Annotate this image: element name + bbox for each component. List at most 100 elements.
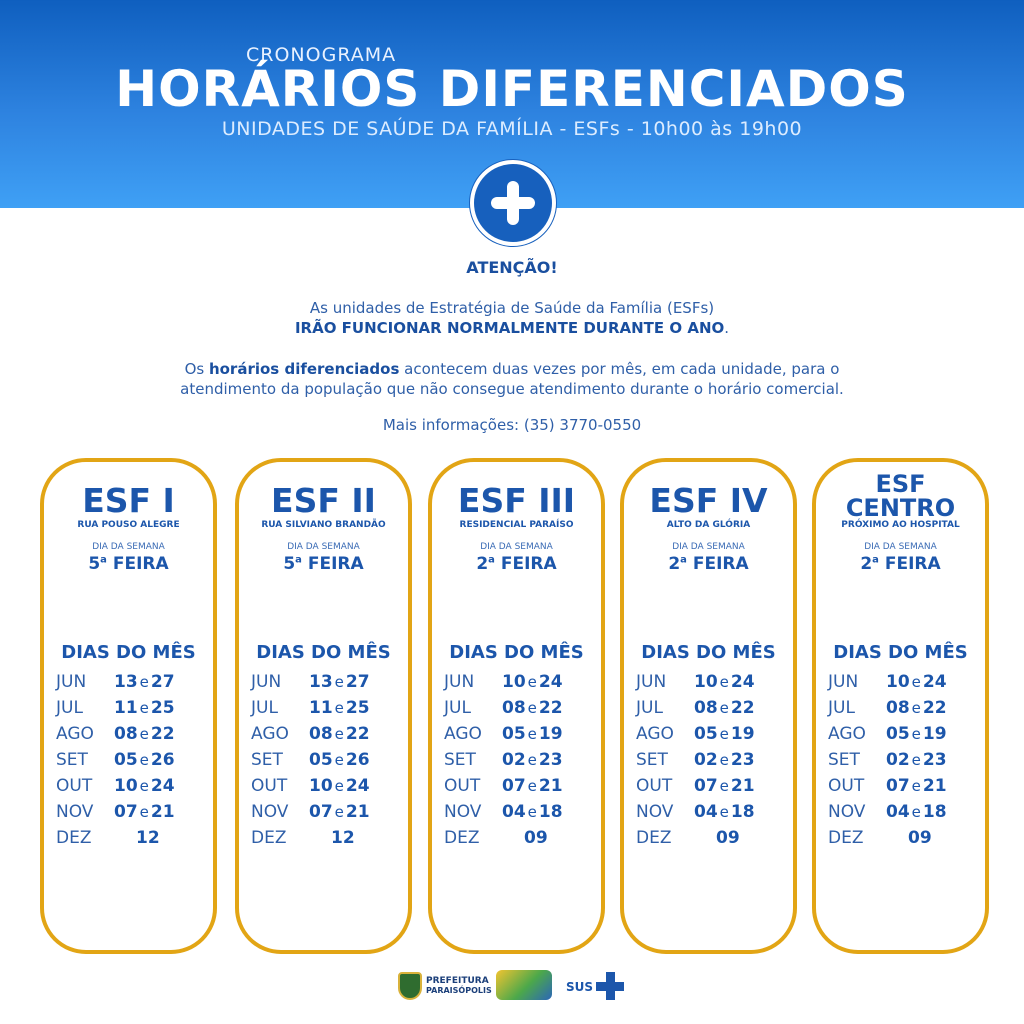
and-label: e	[911, 673, 921, 691]
day-a: 11	[114, 698, 138, 718]
month-label: JUL	[56, 698, 83, 718]
day-b: 22	[730, 698, 755, 718]
month-row: OUT 07 e 21	[444, 774, 594, 800]
month-row: SET 02 e 23	[828, 748, 978, 774]
month-days: 07 e 21	[886, 776, 981, 796]
card-title: ESF CENTRO	[816, 472, 985, 520]
month-label: SET	[828, 750, 860, 770]
card-address: RUA POUSO ALEGRE	[77, 520, 180, 530]
month-label: DEZ	[56, 828, 92, 848]
month-days: 10 e 24	[694, 672, 789, 692]
month-label: DEZ	[251, 828, 287, 848]
month-days: 08 e 22	[694, 698, 789, 718]
month-row: JUN 10 e 24	[444, 670, 594, 696]
month-label: AGO	[444, 724, 482, 744]
card-address: ALTO DA GLÓRIA	[666, 520, 751, 530]
month-days: 02 e 23	[886, 750, 981, 770]
day-a: 09	[716, 828, 740, 848]
sus-label: SUS	[566, 980, 594, 994]
and-label: e	[139, 725, 149, 743]
weekday-sup: a	[295, 554, 302, 566]
and-label: e	[527, 673, 537, 691]
month-days: 11 e 25	[309, 698, 404, 718]
notice-line2-bold: IRÃO FUNCIONAR NORMALMENTE DURANTE O ANO	[294, 319, 725, 337]
day-a: 09	[908, 828, 932, 848]
month-label: JUN	[56, 672, 87, 692]
month-row: NOV 04 e 18	[636, 800, 786, 826]
month-label: JUL	[828, 698, 855, 718]
month-label: JUL	[444, 698, 471, 718]
day-a: 10	[886, 672, 910, 692]
day-b: 23	[538, 750, 563, 770]
month-days: 04 e 18	[502, 802, 597, 822]
esf-card: ESF II RUA SILVIANO BRANDÃO DIA DA SEMANA 5…	[235, 458, 412, 954]
month-row: AGO 08 e 22	[56, 722, 206, 748]
month-days: 13 e 27	[309, 672, 404, 692]
month-days: 04 e 18	[694, 802, 789, 822]
day-a: 05	[502, 724, 526, 744]
and-label: e	[527, 777, 537, 795]
day-b: 21	[730, 776, 755, 796]
month-label: NOV	[828, 802, 866, 822]
month-row: NOV 07 e 21	[56, 800, 206, 826]
day-b: 24	[150, 776, 175, 796]
month-days: 07 e 21	[309, 802, 404, 822]
month-row: OUT 10 e 24	[251, 774, 401, 800]
esf-card: ESF I RUA POUSO ALEGRE DIA DA SEMANA 5a FEI…	[40, 458, 217, 954]
weekday-num: 2	[476, 554, 489, 574]
and-label: e	[719, 777, 729, 795]
day-a: 02	[694, 750, 718, 770]
weekday-num: 5	[283, 554, 296, 574]
feira-label: FEIRA	[112, 554, 169, 574]
month-days: 11 e 25	[114, 698, 209, 718]
header-kicker: CRONOGRAMA	[246, 44, 397, 66]
month-days: 04 e 18	[886, 802, 981, 822]
month-label: DEZ	[636, 828, 672, 848]
month-days-heading: DIAS DO MÊS	[61, 642, 196, 663]
day-a: 09	[524, 828, 548, 848]
month-row: SET 02 e 23	[636, 748, 786, 774]
day-a: 04	[502, 802, 526, 822]
and-label: e	[139, 777, 149, 795]
and-label: e	[139, 699, 149, 717]
day-a: 07	[502, 776, 526, 796]
day-b: 19	[922, 724, 947, 744]
day-b: 18	[922, 802, 947, 822]
month-label: NOV	[251, 802, 289, 822]
month-rows: JUN 10 e 24 JUL 08 e 22 AGO 05 e 19 SET 02 e 23 OUT 07 e 21…	[444, 670, 594, 852]
month-days: 12	[114, 828, 209, 848]
and-label: e	[334, 803, 344, 821]
day-a: 12	[136, 828, 160, 848]
month-days: 12	[309, 828, 404, 848]
weekday-label: DIA DA SEMANA	[92, 542, 165, 552]
month-label: JUN	[636, 672, 667, 692]
card-title: ESF IV	[649, 481, 768, 520]
notice-intro: As unidades de Estratégia de Saúde da Fa…	[0, 298, 1024, 338]
month-row: DEZ 09	[636, 826, 786, 852]
weekday-sup: a	[872, 554, 879, 566]
and-label: e	[334, 725, 344, 743]
card-title: ESF I	[82, 481, 175, 520]
month-label: NOV	[636, 802, 674, 822]
month-row: JUN 10 e 24	[828, 670, 978, 696]
day-b: 21	[538, 776, 563, 796]
para-start: Os	[184, 360, 209, 378]
month-row: NOV 04 e 18	[444, 800, 594, 826]
day-a: 05	[309, 750, 333, 770]
day-b: 24	[922, 672, 947, 692]
and-label: e	[911, 803, 921, 821]
day-a: 04	[886, 802, 910, 822]
day-b: 24	[345, 776, 370, 796]
month-label: NOV	[56, 802, 94, 822]
card-address: RUA SILVIANO BRANDÃO	[261, 520, 386, 530]
month-days-heading: DIAS DO MÊS	[449, 642, 584, 663]
month-days: 10 e 24	[114, 776, 209, 796]
day-a: 08	[114, 724, 138, 744]
month-row: OUT 07 e 21	[636, 774, 786, 800]
month-days: 05 e 19	[502, 724, 597, 744]
weekday-label: DIA DA SEMANA	[480, 542, 553, 552]
month-label: OUT	[251, 776, 288, 796]
footer-logos: PREFEITURA PARAISÓPOLIS SUS	[396, 968, 636, 1008]
month-row: JUL 11 e 25	[251, 696, 401, 722]
and-label: e	[139, 673, 149, 691]
